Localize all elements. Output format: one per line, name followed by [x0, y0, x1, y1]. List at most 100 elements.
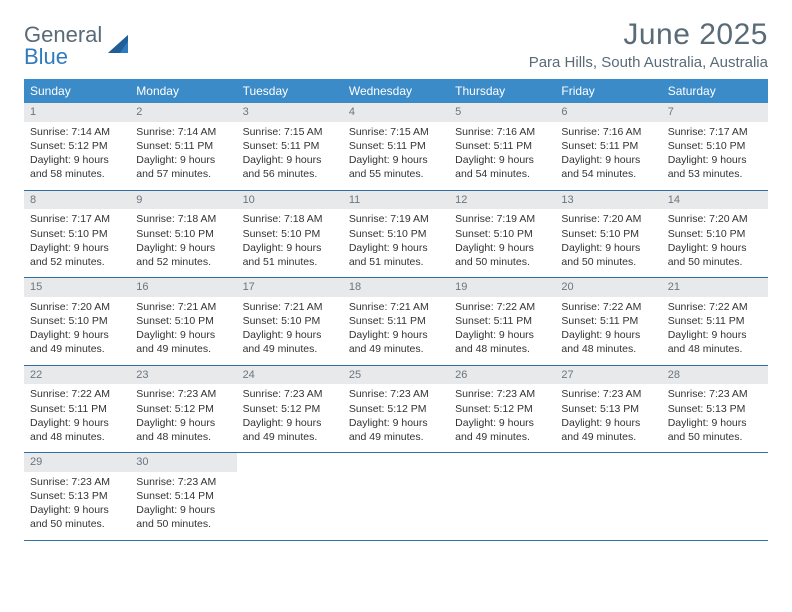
day-number: 8 — [24, 191, 130, 210]
sunset-text: Sunset: 5:11 PM — [455, 314, 549, 328]
daylight-text: Daylight: 9 hours and 49 minutes. — [243, 328, 337, 356]
daylight-text: Daylight: 9 hours and 57 minutes. — [136, 153, 230, 181]
calendar-cell: 14Sunrise: 7:20 AMSunset: 5:10 PMDayligh… — [662, 191, 768, 278]
sunrise-text: Sunrise: 7:23 AM — [136, 475, 230, 489]
daylight-text: Daylight: 9 hours and 56 minutes. — [243, 153, 337, 181]
calendar-cell: 24Sunrise: 7:23 AMSunset: 5:12 PMDayligh… — [237, 366, 343, 453]
daylight-text: Daylight: 9 hours and 49 minutes. — [561, 416, 655, 444]
daylight-text: Daylight: 9 hours and 50 minutes. — [30, 503, 124, 531]
sunrise-text: Sunrise: 7:22 AM — [561, 300, 655, 314]
sunset-text: Sunset: 5:12 PM — [349, 402, 443, 416]
sunset-text: Sunset: 5:12 PM — [30, 139, 124, 153]
sunrise-text: Sunrise: 7:16 AM — [455, 125, 549, 139]
day-number: 17 — [237, 278, 343, 297]
sunrise-text: Sunrise: 7:22 AM — [668, 300, 762, 314]
calendar-cell: 21Sunrise: 7:22 AMSunset: 5:11 PMDayligh… — [662, 278, 768, 365]
sunset-text: Sunset: 5:12 PM — [455, 402, 549, 416]
sunrise-text: Sunrise: 7:22 AM — [30, 387, 124, 401]
sunrise-text: Sunrise: 7:23 AM — [136, 387, 230, 401]
brand-blue-text: Blue — [24, 44, 68, 69]
day-number: 28 — [662, 366, 768, 385]
daylight-text: Daylight: 9 hours and 58 minutes. — [30, 153, 124, 181]
day-number: 22 — [24, 366, 130, 385]
sunrise-text: Sunrise: 7:20 AM — [668, 212, 762, 226]
sunset-text: Sunset: 5:12 PM — [136, 402, 230, 416]
sunrise-text: Sunrise: 7:18 AM — [136, 212, 230, 226]
sunset-text: Sunset: 5:10 PM — [30, 227, 124, 241]
day-number: 18 — [343, 278, 449, 297]
weekday-header: Sunday Monday Tuesday Wednesday Thursday… — [24, 79, 768, 103]
day-number: 14 — [662, 191, 768, 210]
sunset-text: Sunset: 5:10 PM — [136, 227, 230, 241]
sunrise-text: Sunrise: 7:15 AM — [243, 125, 337, 139]
sunset-text: Sunset: 5:11 PM — [30, 402, 124, 416]
calendar-cell: 27Sunrise: 7:23 AMSunset: 5:13 PMDayligh… — [555, 366, 661, 453]
day-number: 7 — [662, 103, 768, 122]
day-number: 15 — [24, 278, 130, 297]
calendar-week: 22Sunrise: 7:22 AMSunset: 5:11 PMDayligh… — [24, 366, 768, 454]
daylight-text: Daylight: 9 hours and 50 minutes. — [668, 416, 762, 444]
daylight-text: Daylight: 9 hours and 48 minutes. — [30, 416, 124, 444]
sunset-text: Sunset: 5:10 PM — [243, 314, 337, 328]
daylight-text: Daylight: 9 hours and 50 minutes. — [668, 241, 762, 269]
calendar-cell: 1Sunrise: 7:14 AMSunset: 5:12 PMDaylight… — [24, 103, 130, 190]
calendar-cell: 9Sunrise: 7:18 AMSunset: 5:10 PMDaylight… — [130, 191, 236, 278]
sunrise-text: Sunrise: 7:21 AM — [349, 300, 443, 314]
sunset-text: Sunset: 5:10 PM — [455, 227, 549, 241]
calendar-cell: 11Sunrise: 7:19 AMSunset: 5:10 PMDayligh… — [343, 191, 449, 278]
sunrise-text: Sunrise: 7:23 AM — [668, 387, 762, 401]
daylight-text: Daylight: 9 hours and 48 minutes. — [136, 416, 230, 444]
daylight-text: Daylight: 9 hours and 49 minutes. — [243, 416, 337, 444]
location-text: Para Hills, South Australia, Australia — [529, 54, 768, 71]
day-number: 10 — [237, 191, 343, 210]
weekday-thursday: Thursday — [449, 79, 555, 103]
daylight-text: Daylight: 9 hours and 55 minutes. — [349, 153, 443, 181]
day-number: 16 — [130, 278, 236, 297]
daylight-text: Daylight: 9 hours and 48 minutes. — [561, 328, 655, 356]
calendar-cell — [555, 453, 661, 540]
calendar-cell: 20Sunrise: 7:22 AMSunset: 5:11 PMDayligh… — [555, 278, 661, 365]
calendar-week: 1Sunrise: 7:14 AMSunset: 5:12 PMDaylight… — [24, 103, 768, 191]
sunset-text: Sunset: 5:10 PM — [349, 227, 443, 241]
sunset-text: Sunset: 5:13 PM — [561, 402, 655, 416]
day-number: 19 — [449, 278, 555, 297]
sunrise-text: Sunrise: 7:19 AM — [455, 212, 549, 226]
day-number: 21 — [662, 278, 768, 297]
daylight-text: Daylight: 9 hours and 48 minutes. — [668, 328, 762, 356]
weekday-sunday: Sunday — [24, 79, 130, 103]
calendar-cell: 8Sunrise: 7:17 AMSunset: 5:10 PMDaylight… — [24, 191, 130, 278]
day-number: 3 — [237, 103, 343, 122]
sunset-text: Sunset: 5:10 PM — [136, 314, 230, 328]
sunrise-text: Sunrise: 7:18 AM — [243, 212, 337, 226]
calendar-cell: 17Sunrise: 7:21 AMSunset: 5:10 PMDayligh… — [237, 278, 343, 365]
sunrise-text: Sunrise: 7:23 AM — [349, 387, 443, 401]
daylight-text: Daylight: 9 hours and 49 minutes. — [455, 416, 549, 444]
calendar-cell: 19Sunrise: 7:22 AMSunset: 5:11 PMDayligh… — [449, 278, 555, 365]
daylight-text: Daylight: 9 hours and 52 minutes. — [136, 241, 230, 269]
calendar-week: 8Sunrise: 7:17 AMSunset: 5:10 PMDaylight… — [24, 191, 768, 279]
daylight-text: Daylight: 9 hours and 52 minutes. — [30, 241, 124, 269]
sunset-text: Sunset: 5:10 PM — [561, 227, 655, 241]
calendar-cell: 28 Sunrise: 7:23 AMSunset: 5:13 PMDayligh… — [662, 366, 768, 453]
day-number: 6 — [555, 103, 661, 122]
sunset-text: Sunset: 5:13 PM — [668, 402, 762, 416]
daylight-text: Daylight: 9 hours and 50 minutes. — [136, 503, 230, 531]
day-number: 2 — [130, 103, 236, 122]
day-number: 30 — [130, 453, 236, 472]
sunrise-text: Sunrise: 7:17 AM — [668, 125, 762, 139]
calendar-cell: 5Sunrise: 7:16 AMSunset: 5:11 PMDaylight… — [449, 103, 555, 190]
daylight-text: Daylight: 9 hours and 54 minutes. — [455, 153, 549, 181]
sunset-text: Sunset: 5:11 PM — [561, 314, 655, 328]
calendar-cell: 15Sunrise: 7:20 AMSunset: 5:10 PMDayligh… — [24, 278, 130, 365]
sunset-text: Sunset: 5:11 PM — [349, 314, 443, 328]
sunset-text: Sunset: 5:11 PM — [561, 139, 655, 153]
calendar-cell: 4Sunrise: 7:15 AMSunset: 5:11 PMDaylight… — [343, 103, 449, 190]
daylight-text: Daylight: 9 hours and 49 minutes. — [30, 328, 124, 356]
brand-text-line2: Blue — [24, 46, 102, 68]
brand-sail-icon — [106, 31, 132, 57]
calendar-cell: 6Sunrise: 7:16 AMSunset: 5:11 PMDaylight… — [555, 103, 661, 190]
calendar-cell: 18Sunrise: 7:21 AMSunset: 5:11 PMDayligh… — [343, 278, 449, 365]
day-number: 12 — [449, 191, 555, 210]
calendar-cell: 30Sunrise: 7:23 AMSunset: 5:14 PMDayligh… — [130, 453, 236, 540]
calendar-cell: 29Sunrise: 7:23 AMSunset: 5:13 PMDayligh… — [24, 453, 130, 540]
